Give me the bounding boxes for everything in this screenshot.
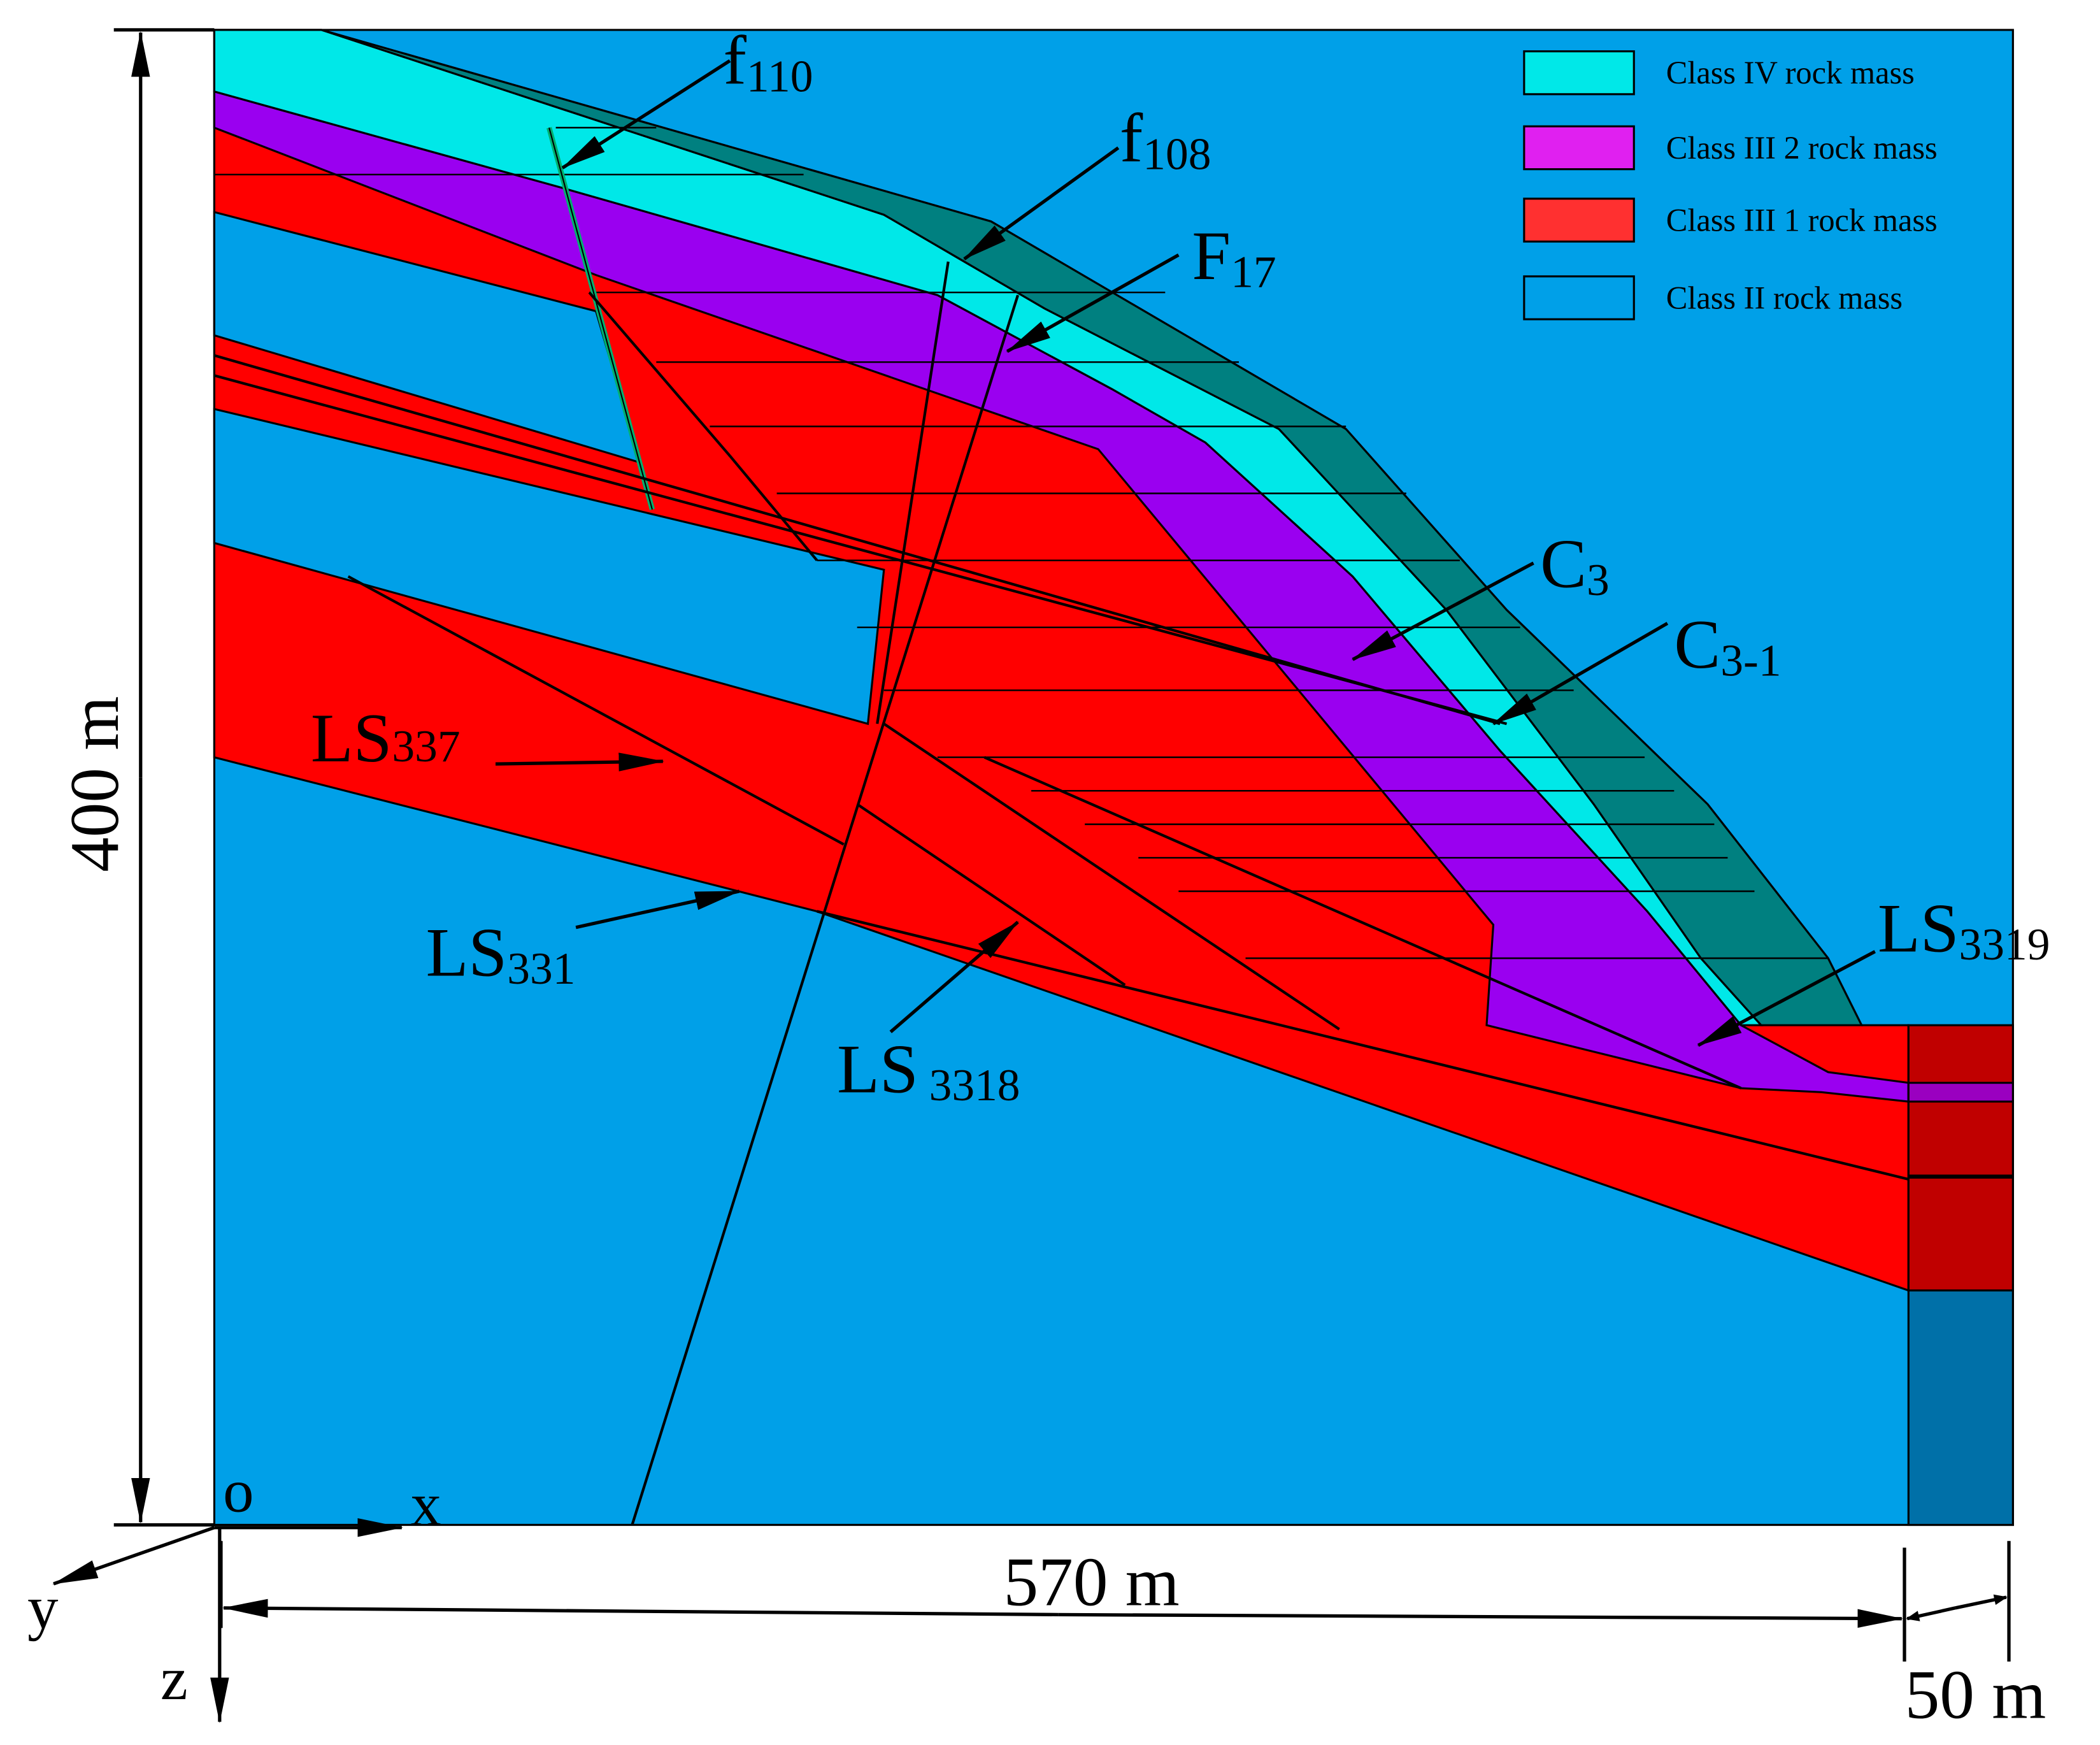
dim-line: [1955, 1594, 2008, 1610]
joint: [588, 291, 731, 457]
axis-y-label: y: [27, 1573, 58, 1641]
legend-swatch: [1523, 275, 1635, 320]
dim-width: 570 m: [1003, 1544, 1179, 1621]
pointer: [1492, 622, 1669, 726]
axis-y: [52, 1526, 215, 1586]
axis-origin: o: [223, 1456, 254, 1525]
mesh-lines: [214, 127, 1829, 959]
legend-swatch: [1523, 50, 1635, 96]
model: [213, 29, 2014, 1526]
pointer: [561, 59, 731, 169]
pointer: [1697, 950, 1876, 1047]
dim-depth: 50 m: [1905, 1656, 2046, 1733]
joint-c3: [213, 354, 1501, 726]
joint: [729, 455, 818, 561]
label: LS337: [311, 700, 461, 777]
joint-ls3318: [856, 803, 1126, 986]
pointer: [1351, 561, 1534, 661]
fault-f17: [631, 294, 1020, 1526]
legend-label: Class III 2 rock mass: [1666, 130, 1938, 166]
faults: [213, 127, 1909, 1526]
legend: Class IV rock mass Class III 2 rock mass C…: [1523, 50, 1938, 320]
joint: [883, 722, 1340, 1031]
pointer: [1006, 253, 1180, 353]
side-block: [1907, 1289, 2014, 1526]
dim-line: [222, 1598, 1059, 1618]
dim-line: [1058, 1609, 1903, 1628]
dim-line: [1906, 1606, 1956, 1621]
joint-ls337: [347, 575, 845, 846]
fault-f110: [548, 127, 654, 510]
label: f110: [723, 22, 813, 102]
joint-c3-1: [213, 374, 1508, 726]
pointer: [495, 752, 664, 772]
pointer: [963, 146, 1120, 261]
label: LS331: [426, 914, 576, 994]
pointer: [575, 889, 741, 930]
label: F17: [1192, 217, 1276, 298]
label: LS 3318: [837, 1030, 1020, 1110]
axis-x-label: x: [410, 1470, 441, 1539]
pointer: [889, 921, 1019, 1033]
dimensions: 400 m 570 m 50 m: [56, 28, 2046, 1733]
class-ii-wedge: [213, 407, 885, 726]
label: LS3319: [1878, 890, 2050, 970]
surface-layer: [321, 29, 1864, 1026]
side-block: [1907, 1024, 2014, 1292]
label: C3: [1540, 526, 1610, 606]
labels: f110 f108 F17 C3 C3-1 LS337 LS331 LS 3318…: [311, 22, 2050, 1110]
axes: o x y z: [27, 1456, 441, 1723]
dim-height: 400 m: [56, 696, 133, 872]
legend-label: Class II rock mass: [1666, 280, 1903, 315]
legend-swatch: [1523, 197, 1635, 243]
label: f108: [1120, 99, 1211, 180]
label: C3-1: [1674, 606, 1781, 686]
side-block: [1907, 1082, 2014, 1103]
legend-label: Class III 1 rock mass: [1666, 202, 1938, 238]
legend-swatch: [1523, 125, 1635, 171]
axis-z-label: z: [161, 1644, 188, 1713]
legend-label: Class IV rock mass: [1666, 55, 1915, 90]
joint: [983, 756, 1742, 1089]
fault-f108: [876, 261, 950, 724]
